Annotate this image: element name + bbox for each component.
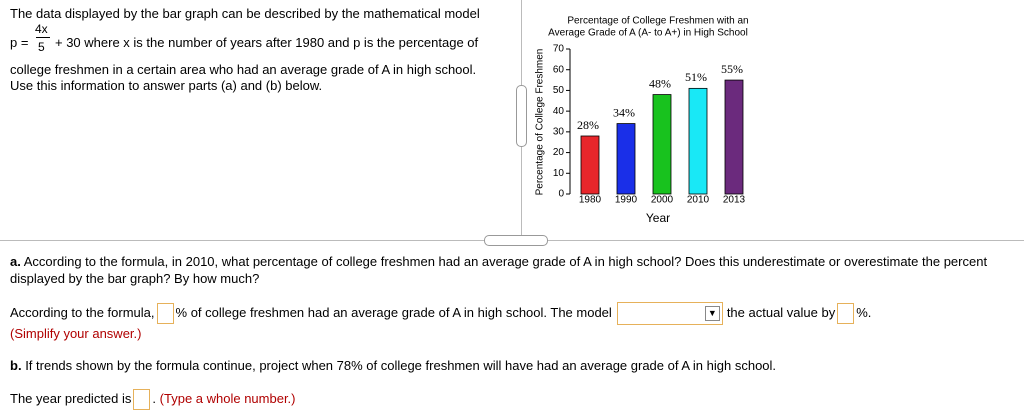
part-b-text: If trends shown by the formula continue,… [25,358,777,373]
bar [688,87,708,195]
answer-text: . [152,391,157,406]
answer-text: According to the formula, [10,305,155,320]
y-tick-label: 70 [553,44,565,55]
chart-title: Average Grade of A (A- to A+) in High Sc… [548,28,748,39]
formula-denominator: 5 [38,40,45,54]
intro-line3: Use this information to answer parts (a)… [10,78,323,93]
answer-text: The year predicted is [10,391,132,406]
part-b-answer: The year predicted is. (Type a whole num… [10,388,296,411]
part-a-text: According to the formula, in 2010, what … [10,254,988,286]
formula-numerator: 4x [35,22,48,36]
y-tick-label: 60 [553,64,565,75]
answer-text: the actual value by [726,305,836,320]
x-tick-label: 2000 [651,195,674,206]
y-tick-label: 50 [553,85,565,96]
v-handle[interactable] [516,85,527,147]
y-axis-title: Percentage of College Freshmen [535,49,546,196]
x-axis-title: Year [646,211,670,225]
answer-text: % of college freshmen had an average gra… [175,305,612,320]
hint: (Simplify your answer.) [10,326,142,341]
fraction-bar [36,37,50,38]
x-tick-label: 1990 [615,195,638,206]
part-a-answer: According to the formula, % of college fr… [10,302,872,326]
hint: (Type a whole number.) [159,391,296,406]
value-label: 51% [685,70,707,84]
bar [616,123,636,195]
answer-input[interactable] [837,303,855,325]
y-tick-label: 0 [558,189,564,200]
bar [580,135,600,195]
intro-line2: college freshmen in a certain area who h… [10,62,477,77]
model-dropdown[interactable]: ▼ [616,302,723,326]
answer-input[interactable] [133,389,151,411]
y-tick-label: 20 [553,147,565,158]
formula-lhs: p = [10,35,29,50]
y-tick-label: 40 [553,106,565,117]
bar [652,94,672,195]
bar [724,79,744,195]
x-tick-label: 2013 [723,195,746,206]
x-tick-label: 2010 [687,195,710,206]
x-tick-label: 1980 [579,195,602,206]
y-tick-label: 30 [553,126,565,137]
formula-rest: + 30 where x is the number of years afte… [55,35,479,50]
chart-title: Percentage of College Freshmen with an [567,16,748,27]
intro: The data displayed by the bar graph can … [10,6,480,21]
value-label: 48% [649,76,671,90]
value-label: 55% [721,62,743,76]
value-label: 28% [577,118,599,132]
value-label: 34% [613,105,635,119]
part-b-question: b. If trends shown by the formula contin… [10,358,776,373]
answer-text: %. [856,305,872,320]
part-a-question: a. According to the formula, in 2010, wh… [10,253,1010,287]
h-handle[interactable] [484,235,548,246]
part-a-label: a. [10,254,21,269]
y-tick-label: 10 [553,168,565,179]
chart: Percentage of College Freshmen with an A… [535,16,749,226]
answer-input[interactable] [156,303,174,325]
part-b-label: b. [10,358,22,373]
